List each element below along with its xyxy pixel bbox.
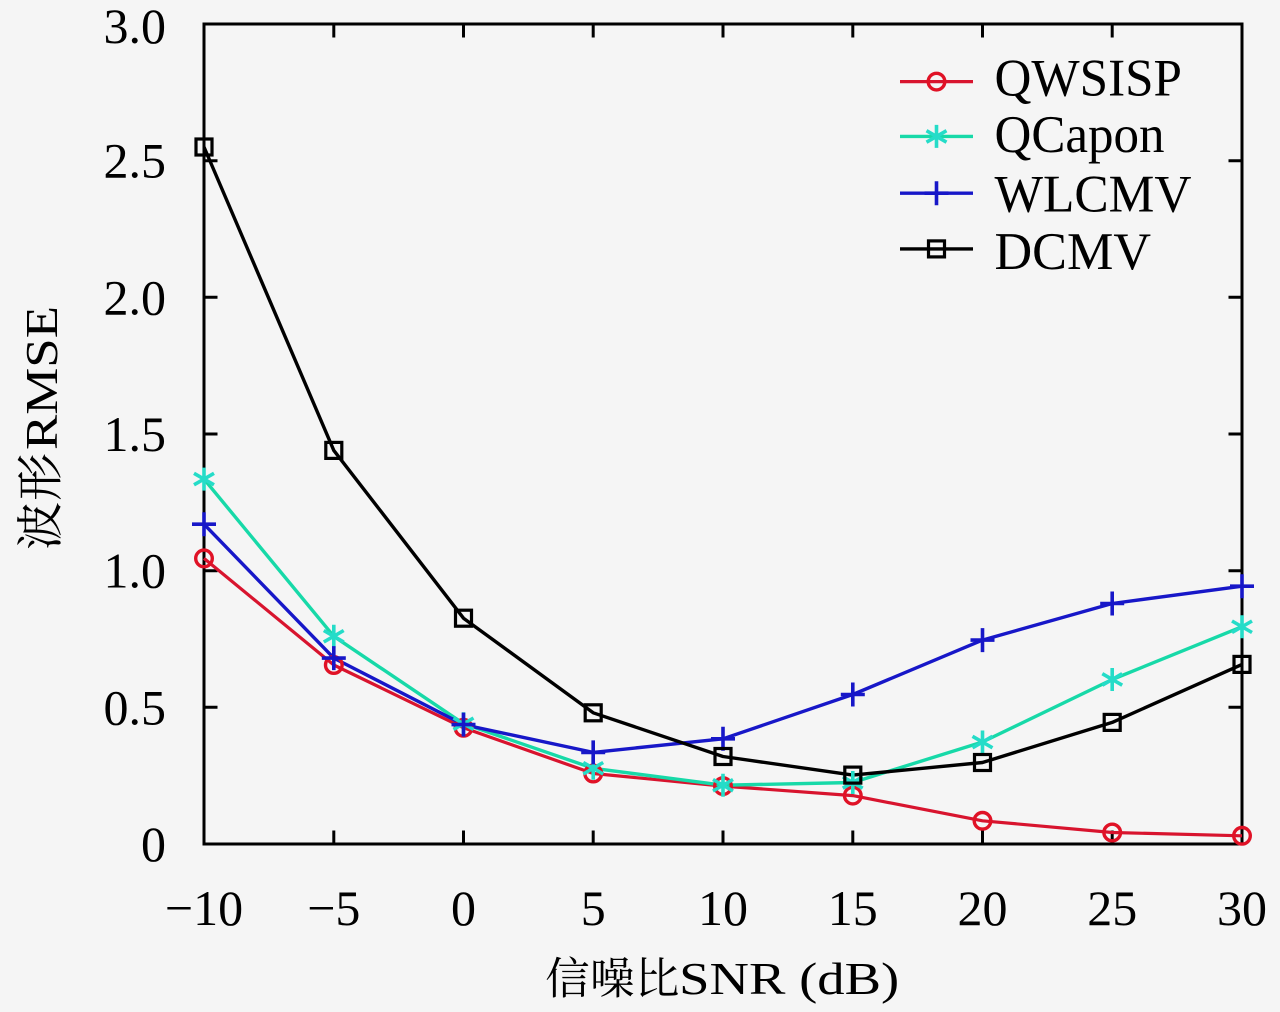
svg-text:0: 0: [141, 816, 166, 872]
svg-text:10: 10: [698, 880, 748, 936]
svg-text:2.0: 2.0: [104, 269, 167, 325]
svg-text:30: 30: [1217, 880, 1267, 936]
svg-text:QWSISP: QWSISP: [995, 49, 1183, 107]
svg-text:5: 5: [581, 880, 606, 936]
svg-text:SNR (dB): SNR (dB): [679, 953, 899, 1004]
svg-text:1.5: 1.5: [104, 406, 167, 462]
svg-text:RMSE: RMSE: [16, 306, 67, 450]
svg-text:DCMV: DCMV: [995, 223, 1152, 281]
svg-text:2.5: 2.5: [104, 133, 167, 189]
svg-text:3.0: 3.0: [104, 0, 167, 54]
svg-text:1.0: 1.0: [104, 543, 167, 599]
svg-text:WLCMV: WLCMV: [995, 166, 1192, 224]
svg-text:−5: −5: [307, 880, 360, 936]
svg-text:20: 20: [958, 880, 1008, 936]
svg-text:25: 25: [1087, 880, 1137, 936]
svg-text:0: 0: [451, 880, 476, 936]
svg-text:QCapon: QCapon: [995, 106, 1165, 164]
svg-text:15: 15: [828, 880, 878, 936]
svg-text:−10: −10: [165, 880, 243, 936]
svg-text:0.5: 0.5: [104, 679, 167, 735]
